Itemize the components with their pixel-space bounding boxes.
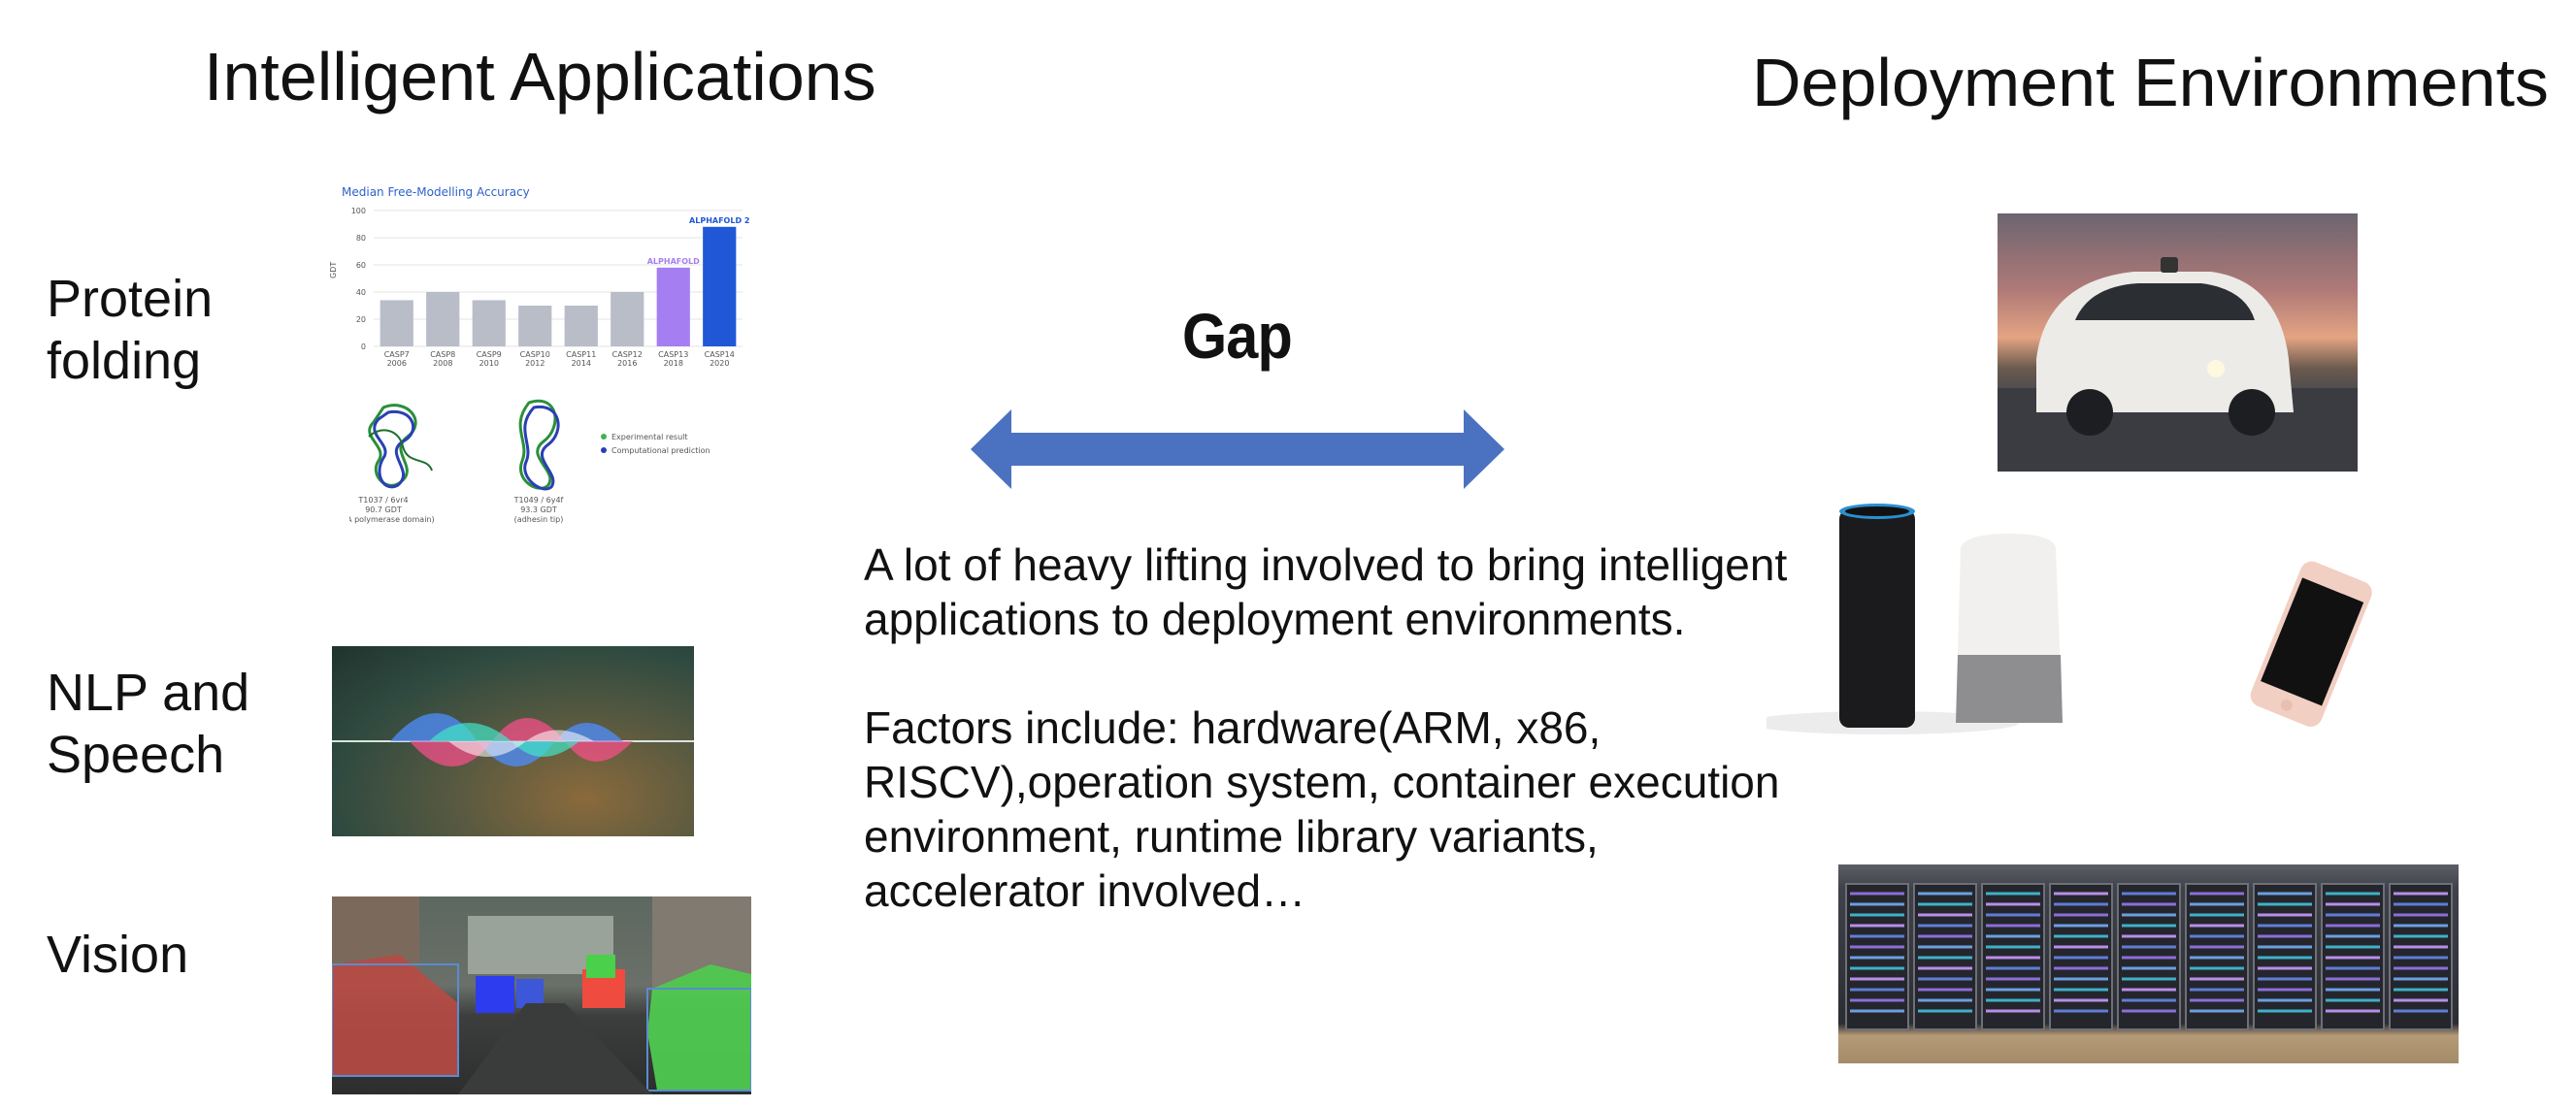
structures-legend: Experimental result Computational predic… [601, 433, 710, 455]
x-tick-label: CASP11 [566, 350, 596, 359]
structure-1-icon [368, 404, 433, 489]
y-tick-label: 80 [356, 234, 366, 243]
vision-label-line1: Vision [47, 926, 189, 984]
server-racks-icon [1845, 883, 2453, 1030]
protein-folding-label-line1: Protein [47, 270, 214, 328]
bar-casp14 [703, 226, 737, 346]
protein-structures-illustration: Experimental result Computational predic… [349, 399, 710, 524]
speech-waveform-image [332, 646, 694, 836]
x-tick-year: 2006 [387, 359, 407, 368]
y-tick-label: 60 [356, 261, 366, 270]
nlp-speech-label: NLP and Speech [47, 662, 249, 786]
siri-wave-icon [332, 713, 694, 766]
protein-folding-label: Protein folding [47, 268, 213, 392]
google-home-icon [1956, 534, 2063, 723]
bar-casp11 [564, 306, 598, 346]
structure-1-id: T1037 / 6vr4 [357, 496, 408, 505]
x-tick-label: CASP7 [384, 350, 410, 359]
car-icon [1998, 257, 2358, 472]
protein-folding-figure: Median Free-Modelling Accuracy GDT 100 80 6… [330, 179, 757, 538]
x-tick-label: CASP9 [477, 350, 502, 359]
datacenter-image [1838, 864, 2459, 1063]
x-tick-year: 2018 [664, 359, 683, 368]
nlp-speech-label-line2: Speech [47, 726, 225, 784]
x-tick-label: CASP12 [612, 350, 643, 359]
x-tick-year: 2014 [572, 359, 591, 368]
x-tick-year: 2010 [479, 359, 499, 368]
deployment-environments-heading: Deployment Environments [1752, 45, 2549, 120]
bar-annotation: ALPHAFOLD 2 [689, 216, 749, 225]
bar-casp13 [656, 267, 690, 346]
structure-2-id: T1049 / 6y4f [513, 496, 564, 505]
nlp-speech-label-line1: NLP and [47, 664, 250, 722]
bar-casp7 [380, 300, 413, 346]
structure-1-score: 90.7 GDT [365, 505, 402, 514]
double-headed-arrow [971, 409, 1504, 489]
vision-label: Vision [47, 924, 188, 986]
x-tick-year: 2016 [617, 359, 637, 368]
protein-bar-chart: GDT100806040200CASP72006CASP82008CASP920… [330, 207, 749, 368]
vision-street-image [332, 896, 751, 1094]
bar-casp12 [611, 292, 644, 346]
structure-2-icon [518, 399, 560, 491]
amazon-echo-icon [1839, 504, 1915, 728]
description-text: A lot of heavy lifting involved to bring… [864, 538, 1815, 918]
x-tick-year: 2020 [710, 359, 729, 368]
smart-devices-icon [1747, 504, 2372, 734]
legend-computational: Computational prediction [611, 446, 710, 455]
protein-chart-ylabel: GDT [330, 262, 338, 278]
structure-2-desc: (adhesin tip) [514, 515, 564, 524]
structure-1-desc: (RNA polymerase domain) [349, 515, 435, 524]
protein-chart-title: Median Free-Modelling Accuracy [342, 185, 530, 199]
legend-experimental: Experimental result [611, 433, 688, 441]
description-paragraph-1: A lot of heavy lifting involved to bring… [864, 539, 1788, 644]
smartphone-icon [2250, 561, 2372, 727]
x-tick-label: CASP14 [705, 350, 735, 359]
bar-casp10 [518, 306, 552, 346]
x-tick-label: CASP13 [658, 350, 688, 359]
self-driving-car-image [1998, 213, 2358, 472]
y-tick-label: 20 [356, 315, 366, 324]
segmentation-cars-icon [332, 896, 751, 1094]
structure-2-score: 93.3 GDT [520, 505, 557, 514]
protein-folding-label-line2: folding [47, 332, 202, 390]
bar-casp8 [426, 292, 460, 346]
smart-devices-image [1747, 490, 2446, 752]
x-tick-year: 2012 [525, 359, 545, 368]
gap-label: Gap [1182, 300, 1293, 372]
y-tick-label: 40 [356, 288, 366, 297]
x-tick-year: 2008 [433, 359, 452, 368]
bar-annotation: ALPHAFOLD [647, 257, 700, 266]
bar-casp9 [472, 300, 506, 346]
x-tick-label: CASP10 [520, 350, 550, 359]
y-tick-label: 100 [351, 207, 366, 215]
description-paragraph-2: Factors include: hardware(ARM, x86, RISC… [864, 702, 1780, 916]
x-tick-label: CASP8 [430, 350, 455, 359]
intelligent-applications-heading: Intelligent Applications [204, 39, 876, 114]
y-tick-label: 0 [361, 342, 366, 351]
